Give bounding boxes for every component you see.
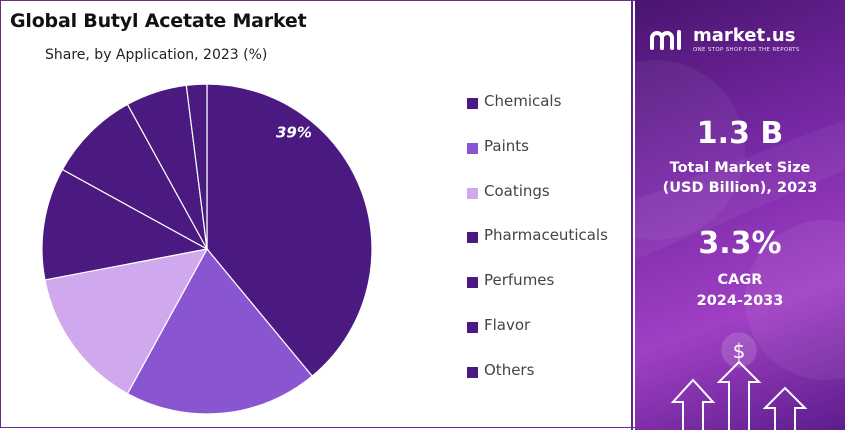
brand-logo: market.us ONE STOP SHOP FOR THE REPORTS	[649, 26, 800, 54]
legend-swatch	[467, 321, 478, 333]
svg-text:$: $	[733, 339, 746, 363]
cagr-value: 3.3%	[698, 226, 782, 261]
market-us-logo-icon	[650, 30, 681, 50]
legend-item-pharmaceuticals: Pharmaceuticals	[467, 226, 608, 271]
market-size-value: 1.3 B	[696, 116, 784, 151]
legend-label: Perfumes	[484, 271, 555, 290]
market-size-label-line1: Total Market Size	[669, 160, 811, 176]
legend-item-chemicals: Chemicals	[467, 92, 608, 137]
legend-label: Others	[484, 360, 535, 379]
pie-slice-others	[185, 83, 208, 250]
chart-subtitle: Share, by Application, 2023 (%)	[45, 47, 268, 63]
legend-swatch	[467, 277, 478, 289]
legend-label: Pharmaceuticals	[484, 226, 608, 245]
market-size-label-line2: (USD Billion), 2023	[662, 180, 818, 196]
pie-chart: 39%	[41, 83, 373, 415]
legend-label: Coatings	[484, 181, 550, 200]
legend-label: Flavor	[484, 315, 531, 334]
legend-label: Paints	[484, 136, 529, 155]
legend-item-paints: Paints	[467, 137, 608, 182]
chart-legend: Chemicals Paints Coatings Pharmaceutical…	[467, 92, 608, 406]
chart-title: Global Butyl Acetate Market	[10, 10, 307, 32]
stats-side-panel: market.us ONE STOP SHOP FOR THE REPORTS …	[635, 0, 845, 430]
dollar-coin-icon: $	[721, 332, 757, 368]
brand-name: market.us	[693, 25, 796, 46]
legend-item-others: Others	[467, 361, 608, 406]
legend-swatch	[467, 232, 478, 244]
brand-tagline: ONE STOP SHOP FOR THE REPORTS	[693, 47, 800, 53]
legend-label: Chemicals	[484, 92, 562, 110]
legend-swatch	[467, 142, 478, 154]
pie-slice-perfumes	[61, 103, 209, 251]
legend-item-perfumes: Perfumes	[467, 271, 608, 316]
cagr-label: CAGR	[717, 272, 763, 288]
legend-item-flavor: Flavor	[467, 316, 608, 361]
legend-swatch	[467, 187, 478, 199]
data-label-chemicals: 39%	[276, 124, 312, 142]
legend-swatch	[467, 98, 478, 109]
legend-swatch	[467, 366, 478, 378]
growth-arrows-graphic: $	[670, 332, 808, 430]
legend-item-coatings: Coatings	[467, 182, 608, 227]
chart-panel: Global Butyl Acetate Market Share, by Ap…	[10, 0, 633, 430]
cagr-period: 2024-2033	[696, 293, 784, 309]
background-decoration	[635, 60, 845, 380]
up-arrow-icons	[670, 360, 808, 430]
pie-slice-paints	[126, 247, 314, 415]
pie-slice-chemicals	[206, 83, 373, 377]
pie-slice-pharmaceuticals	[41, 168, 209, 281]
pie-slice-coatings	[44, 248, 209, 395]
